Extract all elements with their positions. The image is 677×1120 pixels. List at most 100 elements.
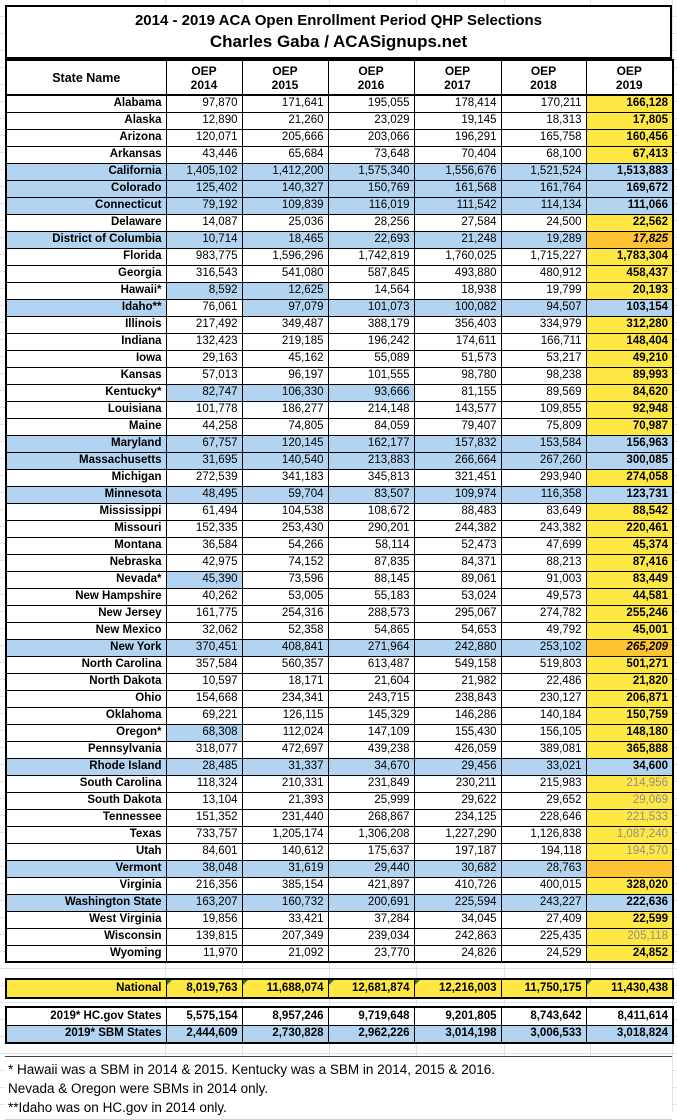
oep-2015-cell[interactable]: 18,465 bbox=[241, 230, 329, 249]
oep-2019-cell[interactable]: 328,020 bbox=[585, 876, 674, 895]
oep-2014-cell[interactable]: 217,492 bbox=[165, 315, 243, 334]
oep-2019-cell[interactable]: 89,993 bbox=[585, 366, 674, 385]
oep-2017-cell[interactable]: 24,826 bbox=[413, 944, 502, 963]
oep-2014-cell[interactable]: 36,584 bbox=[165, 536, 243, 555]
oep-2017-cell[interactable]: 111,542 bbox=[413, 196, 502, 215]
oep-2018-cell[interactable]: 24,529 bbox=[500, 944, 587, 963]
oep-2019-cell[interactable]: 255,246 bbox=[585, 604, 674, 623]
oep-2019-cell[interactable]: 1,513,883 bbox=[585, 162, 674, 181]
oep-2014-cell[interactable]: 40,262 bbox=[165, 587, 243, 606]
oep-2019-cell[interactable]: 501,271 bbox=[585, 655, 674, 674]
oep-2015-cell[interactable]: 52,358 bbox=[241, 621, 329, 640]
oep-2017-cell[interactable]: 51,573 bbox=[413, 349, 502, 368]
oep-2014-cell[interactable]: 216,356 bbox=[165, 876, 243, 895]
oep-2019-cell[interactable]: 20,193 bbox=[585, 281, 674, 300]
oep-2017-cell[interactable]: 266,664 bbox=[413, 451, 502, 470]
national-oep-2018-cell[interactable]: 11,750,175 bbox=[500, 978, 587, 999]
oep-2016-cell[interactable]: 1,306,208 bbox=[327, 825, 415, 844]
oep-2017-cell[interactable]: 84,371 bbox=[413, 553, 502, 572]
oep-2017-cell[interactable]: 88,483 bbox=[413, 502, 502, 521]
oep-2017-cell[interactable]: 493,880 bbox=[413, 264, 502, 283]
oep-2016-cell[interactable]: 200,691 bbox=[327, 893, 415, 912]
oep-2015-cell[interactable]: 126,115 bbox=[241, 706, 329, 725]
oep-2016-cell[interactable]: 145,329 bbox=[327, 706, 415, 725]
oep-2017-cell[interactable]: 109,974 bbox=[413, 485, 502, 504]
state-name-cell[interactable]: District of Columbia bbox=[5, 230, 167, 249]
oep-2015-cell[interactable]: 96,197 bbox=[241, 366, 329, 385]
state-name-cell[interactable]: Minnesota bbox=[5, 485, 167, 504]
oep-2019-cell[interactable]: 206,871 bbox=[585, 689, 674, 708]
state-name-cell[interactable]: South Carolina bbox=[5, 774, 167, 793]
oep-2018-cell[interactable]: 91,003 bbox=[500, 570, 587, 589]
oep-2018-cell[interactable]: 519,803 bbox=[500, 655, 587, 674]
sbm-oep-2017-cell[interactable]: 3,014,198 bbox=[413, 1024, 502, 1044]
oep-2016-cell[interactable]: 73,648 bbox=[327, 145, 415, 164]
oep-2018-cell[interactable]: 19,289 bbox=[500, 230, 587, 249]
oep-2016-cell[interactable]: 87,835 bbox=[327, 553, 415, 572]
oep-2014-cell[interactable]: 76,061 bbox=[165, 298, 243, 317]
oep-2018-cell[interactable]: 161,764 bbox=[500, 179, 587, 198]
oep-2015-cell[interactable]: 186,277 bbox=[241, 400, 329, 419]
state-name-cell[interactable]: New Jersey bbox=[5, 604, 167, 623]
oep-2018-cell[interactable]: 153,584 bbox=[500, 434, 587, 453]
oep-2018-cell[interactable]: 114,134 bbox=[500, 196, 587, 215]
oep-2014-cell[interactable]: 32,062 bbox=[165, 621, 243, 640]
national-oep-2016-cell[interactable]: 12,681,874 bbox=[327, 978, 415, 999]
oep-2018-cell[interactable]: 83,649 bbox=[500, 502, 587, 521]
oep-2014-cell[interactable]: 82,747 bbox=[165, 383, 243, 402]
oep-2014-cell[interactable]: 316,543 bbox=[165, 264, 243, 283]
state-name-cell[interactable]: Georgia bbox=[5, 264, 167, 283]
state-name-cell[interactable]: Louisiana bbox=[5, 400, 167, 419]
oep-2016-cell[interactable]: 290,201 bbox=[327, 519, 415, 538]
state-name-cell[interactable]: Wyoming bbox=[5, 944, 167, 963]
sbm-oep-2016-cell[interactable]: 2,962,226 bbox=[327, 1024, 415, 1044]
state-name-cell[interactable]: Mississippi bbox=[5, 502, 167, 521]
oep-2017-cell[interactable]: 98,780 bbox=[413, 366, 502, 385]
oep-2018-cell[interactable]: 165,758 bbox=[500, 128, 587, 147]
oep-2019-cell[interactable]: 88,542 bbox=[585, 502, 674, 521]
oep-2016-cell[interactable]: 23,770 bbox=[327, 944, 415, 963]
oep-2018-cell[interactable]: 389,081 bbox=[500, 740, 587, 759]
oep-2019-cell[interactable]: 221,533 bbox=[585, 808, 674, 827]
state-name-cell[interactable]: Texas bbox=[5, 825, 167, 844]
oep-2016-cell[interactable]: 439,238 bbox=[327, 740, 415, 759]
sbm-oep-2019-cell[interactable]: 3,018,824 bbox=[585, 1024, 674, 1044]
oep-2019-cell[interactable]: 21,820 bbox=[585, 672, 674, 691]
oep-2017-cell[interactable]: 53,024 bbox=[413, 587, 502, 606]
oep-2017-cell[interactable]: 356,403 bbox=[413, 315, 502, 334]
oep-2017-cell[interactable]: 19,145 bbox=[413, 111, 502, 130]
oep-2015-cell[interactable]: 253,430 bbox=[241, 519, 329, 538]
oep-2016-cell[interactable]: 243,715 bbox=[327, 689, 415, 708]
oep-2015-cell[interactable]: 171,641 bbox=[241, 94, 329, 113]
oep-2015-cell[interactable]: 12,625 bbox=[241, 281, 329, 300]
oep-2016-cell[interactable]: 55,183 bbox=[327, 587, 415, 606]
oep-2015-cell[interactable]: 349,487 bbox=[241, 315, 329, 334]
oep-2014-cell[interactable]: 79,192 bbox=[165, 196, 243, 215]
state-name-cell[interactable]: Iowa bbox=[5, 349, 167, 368]
oep-2016-cell[interactable]: 37,284 bbox=[327, 910, 415, 929]
state-name-cell[interactable]: West Virginia bbox=[5, 910, 167, 929]
oep-2016-cell[interactable]: 388,179 bbox=[327, 315, 415, 334]
oep-2018-cell[interactable]: 267,260 bbox=[500, 451, 587, 470]
oep-2018-cell[interactable]: 293,940 bbox=[500, 468, 587, 487]
oep-2014-cell[interactable]: 118,324 bbox=[165, 774, 243, 793]
oep-2015-cell[interactable]: 472,697 bbox=[241, 740, 329, 759]
oep-2019-cell[interactable]: 83,449 bbox=[585, 570, 674, 589]
state-name-cell[interactable]: Oklahoma bbox=[5, 706, 167, 725]
national-label-cell[interactable]: National bbox=[5, 978, 167, 999]
oep-2015-cell[interactable]: 74,152 bbox=[241, 553, 329, 572]
oep-2016-cell[interactable]: 587,845 bbox=[327, 264, 415, 283]
state-name-cell[interactable]: Washington State bbox=[5, 893, 167, 912]
oep-2016-cell[interactable]: 231,849 bbox=[327, 774, 415, 793]
oep-2019-cell[interactable]: 312,280 bbox=[585, 315, 674, 334]
sbm-oep-2014-cell[interactable]: 2,444,609 bbox=[165, 1024, 243, 1044]
national-oep-2019-cell[interactable]: 11,430,438 bbox=[585, 978, 674, 999]
state-name-cell[interactable]: Illinois bbox=[5, 315, 167, 334]
state-name-cell[interactable]: Montana bbox=[5, 536, 167, 555]
oep-2019-cell[interactable]: 67,413 bbox=[585, 145, 674, 164]
oep-2017-cell[interactable]: 238,843 bbox=[413, 689, 502, 708]
oep-2016-cell[interactable]: 84,059 bbox=[327, 417, 415, 436]
oep-2017-cell[interactable]: 178,414 bbox=[413, 94, 502, 113]
state-name-cell[interactable]: Alabama bbox=[5, 94, 167, 113]
oep-2014-cell[interactable]: 45,390 bbox=[165, 570, 243, 589]
